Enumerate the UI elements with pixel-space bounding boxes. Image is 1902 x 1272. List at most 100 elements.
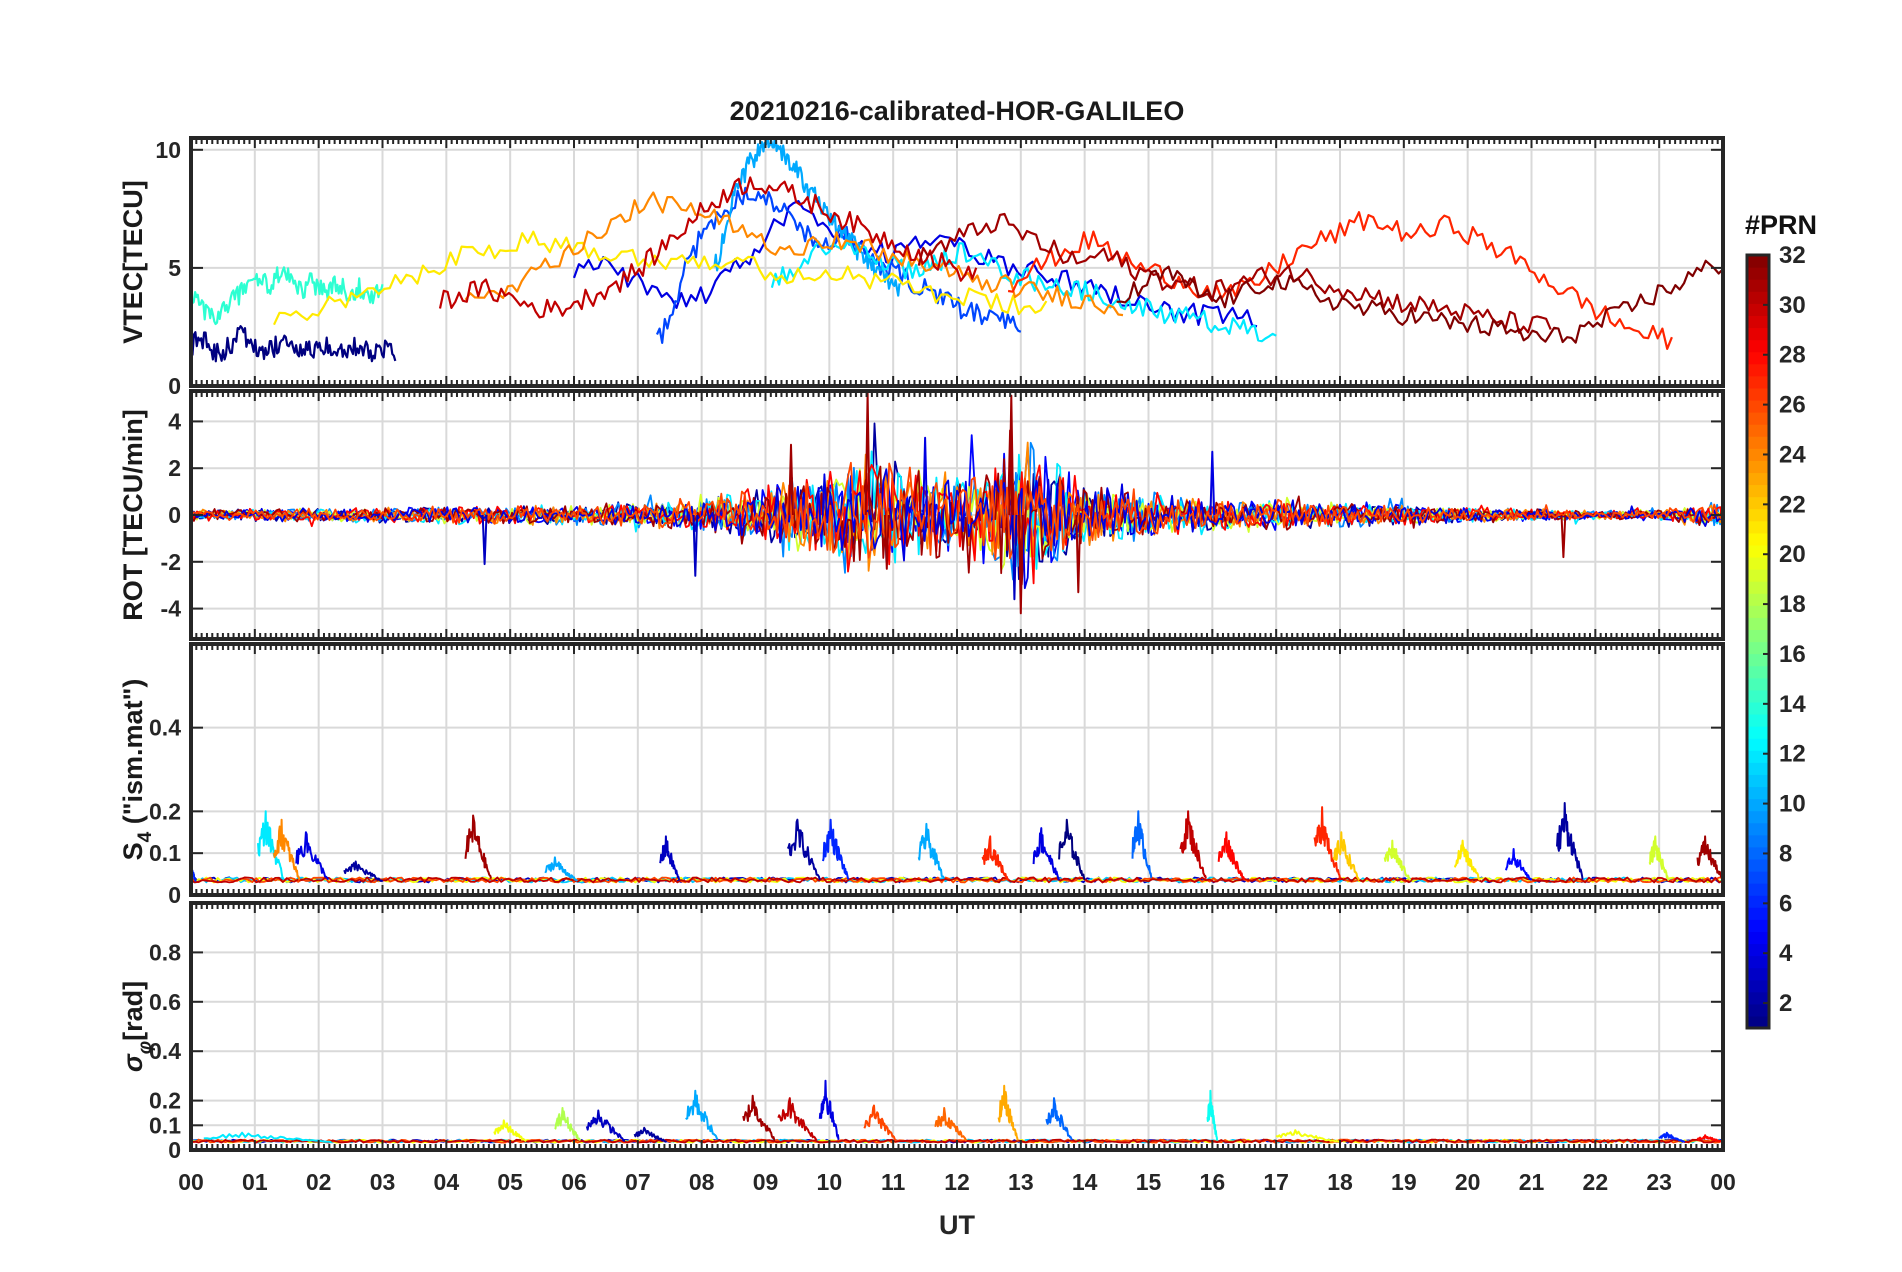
colorbar-segment bbox=[1747, 556, 1769, 570]
colorbar-segment bbox=[1747, 726, 1769, 739]
y-tick-label: 0.8 bbox=[149, 939, 181, 965]
burst-2 bbox=[257, 810, 284, 880]
colorbar-segment bbox=[1747, 436, 1769, 449]
colorbar-tick-label: 4 bbox=[1779, 940, 1793, 967]
y-axis-label: σφ[rad] bbox=[118, 981, 156, 1072]
panel-s4: 0 0.1 0.2 0.4S4 ("ism.mat") bbox=[118, 642, 1725, 908]
y-ticks bbox=[191, 951, 1723, 1151]
colorbar-segment bbox=[1747, 798, 1769, 812]
rot-peak bbox=[1075, 514, 1082, 594]
colorbar-segment bbox=[1747, 943, 1769, 957]
data-series bbox=[191, 138, 1723, 363]
colorbar-segment bbox=[1747, 919, 1769, 932]
y-tick-label: 0 bbox=[168, 1137, 181, 1163]
burst-14 bbox=[1206, 1089, 1219, 1141]
y-tick-label: 0.4 bbox=[149, 715, 181, 741]
burst-22 bbox=[1505, 848, 1533, 881]
x-tick-label: 01 bbox=[242, 1169, 268, 1195]
colorbar-tick-label: 24 bbox=[1779, 441, 1806, 468]
panel-rot: -4 -2 0 2 4 ROT [TECU/min] bbox=[118, 389, 1725, 641]
colorbar-segment bbox=[1747, 822, 1769, 836]
colorbar-tick-label: 32 bbox=[1779, 242, 1806, 269]
burst-21 bbox=[1453, 839, 1482, 881]
colorbar-segment bbox=[1747, 629, 1769, 643]
vtec-series-12 bbox=[1116, 259, 1723, 344]
colorbar-tick-label: 18 bbox=[1779, 591, 1806, 618]
y-tick-label: 0.2 bbox=[149, 798, 181, 824]
colorbar-segment bbox=[1747, 883, 1769, 896]
burst-16 bbox=[1658, 1131, 1686, 1143]
colorbar-frame bbox=[1745, 253, 1771, 1030]
burst-4 bbox=[295, 831, 330, 881]
burst-11 bbox=[917, 822, 946, 880]
rot-peak bbox=[864, 392, 871, 516]
colorbar-segment bbox=[1747, 399, 1769, 413]
rot-peak bbox=[922, 436, 928, 516]
burst-12 bbox=[997, 1084, 1019, 1141]
rot-series-9 bbox=[191, 468, 1723, 590]
y-tick-label: 5 bbox=[168, 255, 181, 281]
colorbar-tick-label: 10 bbox=[1779, 791, 1806, 818]
burst-1 bbox=[191, 862, 197, 882]
colorbar-tick-label: 26 bbox=[1779, 392, 1806, 419]
colorbar-segment bbox=[1747, 303, 1769, 316]
colorbar-segment bbox=[1747, 472, 1769, 486]
y-tick-label: 4 bbox=[168, 408, 181, 434]
x-tick-label: 03 bbox=[370, 1169, 396, 1195]
y-tick-label: 0 bbox=[168, 373, 181, 399]
x-tick-label: 15 bbox=[1136, 1169, 1162, 1195]
colorbar-segment bbox=[1747, 363, 1769, 377]
y-axis-label: VTEC[TECU] bbox=[118, 180, 148, 344]
colorbar-segment bbox=[1747, 1003, 1769, 1017]
burst-1 bbox=[203, 1131, 332, 1144]
colorbar-segment bbox=[1747, 653, 1769, 667]
y-tick-label: 2 bbox=[168, 455, 181, 481]
y-ticks bbox=[191, 726, 1723, 896]
colorbar-segment bbox=[1747, 484, 1769, 498]
x-tick-label: 20 bbox=[1455, 1169, 1481, 1195]
x-tick-label: 23 bbox=[1646, 1169, 1672, 1195]
colorbar-tick-label: 28 bbox=[1779, 342, 1806, 369]
x-tick-label: 07 bbox=[625, 1169, 651, 1195]
colorbar-tick-label: 8 bbox=[1779, 840, 1792, 867]
panel-sigma_phi: 00.10.2 0.4 0.6 0.8 σφ[rad] bbox=[118, 901, 1725, 1163]
colorbar-segment bbox=[1747, 520, 1769, 534]
colorbar-segment bbox=[1747, 339, 1769, 353]
panel-vtec: 0 5 10 VTEC[TECU] bbox=[118, 136, 1725, 399]
rot-series-10 bbox=[191, 461, 1723, 561]
colorbar-tick-label: 20 bbox=[1779, 541, 1806, 568]
x-tick-label: 08 bbox=[689, 1169, 715, 1195]
colorbar-segment bbox=[1747, 858, 1769, 872]
colorbar-segment bbox=[1747, 375, 1769, 389]
burst-18 bbox=[1313, 806, 1341, 879]
x-tick-label: 00 bbox=[178, 1169, 204, 1195]
colorbar-segment bbox=[1747, 327, 1769, 341]
burst-10 bbox=[822, 818, 850, 880]
colorbar-segment bbox=[1747, 448, 1769, 461]
vtec-series-11 bbox=[917, 212, 1552, 334]
y-tick-label: -4 bbox=[161, 596, 182, 622]
vtec-series-4 bbox=[713, 138, 901, 297]
x-tick-labels: 00 01 02 03 04 05 06 07 08 09 10 11 12 13 14 15 16 17 18 19… bbox=[178, 1169, 1736, 1195]
burst-17 bbox=[1696, 1134, 1723, 1144]
colorbar-segment bbox=[1747, 460, 1769, 474]
burst-24 bbox=[1648, 835, 1670, 881]
burst-15 bbox=[1131, 810, 1153, 879]
colorbar-segment bbox=[1747, 424, 1769, 437]
x-tick-label: 09 bbox=[753, 1169, 779, 1195]
burst-5 bbox=[633, 1126, 667, 1143]
y-tick-label: 0 bbox=[168, 502, 181, 528]
rot-peak bbox=[1560, 514, 1567, 559]
colorbar-tick-label: 6 bbox=[1779, 890, 1792, 917]
burst-6 bbox=[464, 814, 492, 879]
vtec-series-7 bbox=[273, 230, 1048, 326]
y-tick-label: 0.4 bbox=[149, 1038, 181, 1064]
data-series bbox=[191, 392, 1723, 615]
chart-title: 20210216-calibrated-HOR-GALILEO bbox=[730, 96, 1185, 126]
colorbar-segment bbox=[1747, 617, 1769, 631]
colorbar-segment bbox=[1747, 496, 1769, 510]
burst-12 bbox=[981, 835, 1009, 881]
colorbar-segment bbox=[1747, 255, 1769, 268]
y-tick-label: -2 bbox=[161, 549, 181, 575]
x-tick-label: 21 bbox=[1519, 1169, 1545, 1195]
